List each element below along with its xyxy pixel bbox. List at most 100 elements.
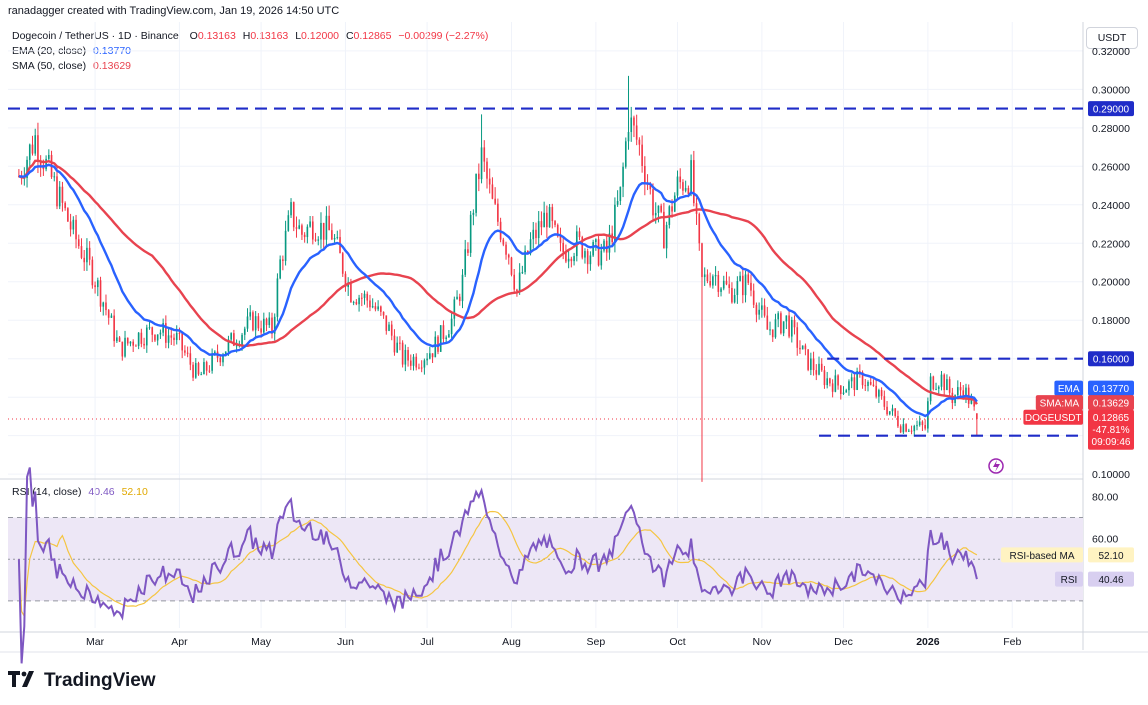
- symbol-legend: Dogecoin / TetherUS · 1D · Binance O0.13…: [12, 30, 488, 42]
- candle-body: [472, 212, 475, 215]
- candle-body: [578, 231, 581, 238]
- candle-body: [233, 333, 235, 346]
- candle-body: [812, 358, 815, 371]
- ema-20-line[interactable]: [18, 163, 978, 418]
- candle-body: [257, 316, 260, 329]
- candle-body: [671, 206, 673, 212]
- candle-body: [80, 246, 83, 258]
- candle-body: [28, 144, 31, 160]
- candle-body: [546, 212, 548, 228]
- candle-body: [154, 334, 156, 341]
- rsi-line[interactable]: [17, 467, 978, 664]
- candle-body: [263, 318, 265, 333]
- level-0.16-value: 0.16000: [1093, 355, 1130, 366]
- candle-body: [834, 375, 837, 392]
- time-tick-label: 2026: [916, 636, 940, 648]
- candle-body: [712, 276, 714, 286]
- candle-body: [946, 379, 948, 391]
- candle-body: [497, 203, 499, 222]
- candle-body: [682, 182, 684, 191]
- candle-body: [333, 238, 336, 240]
- candle-body: [902, 424, 905, 433]
- level-0.29-value: 0.29000: [1093, 105, 1130, 116]
- candle-body: [543, 212, 545, 228]
- candle-body: [581, 237, 584, 258]
- attribution-line: ranadagger created with TradingView.com,…: [8, 5, 340, 17]
- candle-body: [714, 274, 717, 277]
- candle-body: [559, 236, 562, 243]
- candle-body: [423, 360, 426, 368]
- candle-body: [273, 316, 276, 334]
- candle-body: [399, 342, 401, 344]
- candle-body: [325, 215, 328, 240]
- candle-body: [268, 317, 271, 326]
- last-price-tag: [1088, 409, 1134, 450]
- candle-body: [829, 378, 831, 384]
- rsi-ma-legend-value: 52.10: [121, 486, 148, 498]
- candle-body: [916, 425, 918, 427]
- candle-body: [99, 280, 102, 307]
- close-key: C: [345, 30, 354, 42]
- candle-body: [627, 132, 630, 142]
- rsi-ma-line[interactable]: [18, 510, 978, 619]
- candle-body: [265, 318, 268, 326]
- candle-body: [336, 237, 339, 239]
- tradingview-logo: TradingView: [8, 670, 156, 692]
- candle-body: [886, 406, 888, 415]
- candle-body: [790, 319, 793, 337]
- candle-body: [905, 424, 907, 432]
- candle-body: [796, 327, 799, 348]
- candle-body: [888, 411, 891, 415]
- event-lightning-icon[interactable]: [988, 458, 1004, 474]
- candle-body: [799, 347, 801, 350]
- candle-body: [875, 385, 877, 397]
- candle-body: [635, 125, 638, 140]
- candle-body: [940, 374, 943, 387]
- candle-body: [86, 247, 88, 263]
- candle-body: [467, 249, 469, 253]
- candle-body: [970, 399, 973, 404]
- candle-body: [137, 332, 140, 346]
- candle-body: [856, 371, 858, 390]
- candle-body: [132, 341, 135, 346]
- candle-body: [725, 280, 728, 285]
- candle-body: [948, 379, 951, 393]
- candle-body: [780, 313, 782, 334]
- candle-body: [921, 421, 924, 426]
- tradingview-logo-text: TradingView: [44, 670, 156, 691]
- candle-body: [56, 176, 58, 207]
- sma-legend[interactable]: SMA (50, close) 0.13629: [12, 60, 131, 72]
- currency-button[interactable]: USDT: [1086, 27, 1138, 49]
- candle-body: [126, 337, 129, 344]
- candle-body: [165, 323, 167, 343]
- candle-body: [162, 323, 164, 333]
- candle-body: [684, 188, 687, 191]
- candle-body: [377, 306, 379, 310]
- time-tick-label: Mar: [86, 636, 105, 648]
- price-tick-label: 0.10000: [1092, 469, 1130, 481]
- sma-50-line[interactable]: [18, 159, 978, 405]
- candle-body: [537, 221, 540, 239]
- candle-body: [619, 186, 622, 202]
- candle-body: [788, 315, 790, 337]
- candle-body: [728, 284, 731, 288]
- candle-body: [573, 256, 575, 262]
- candle-body: [58, 186, 61, 207]
- candle-body: [197, 363, 200, 375]
- candle-body: [407, 349, 409, 361]
- candle-body: [771, 329, 774, 338]
- candle-body: [282, 259, 284, 261]
- candle-body: [897, 415, 899, 427]
- candle-body: [450, 318, 453, 335]
- candle-body: [480, 147, 483, 180]
- candle-body: [510, 257, 513, 275]
- candle-body: [64, 202, 66, 209]
- candle-body: [861, 372, 864, 386]
- candle-body: [271, 317, 273, 334]
- candle-body: [839, 385, 842, 394]
- candle-body: [230, 333, 232, 340]
- time-tick-label: Apr: [171, 636, 188, 648]
- candle-body: [194, 363, 197, 378]
- candle-body: [287, 215, 290, 231]
